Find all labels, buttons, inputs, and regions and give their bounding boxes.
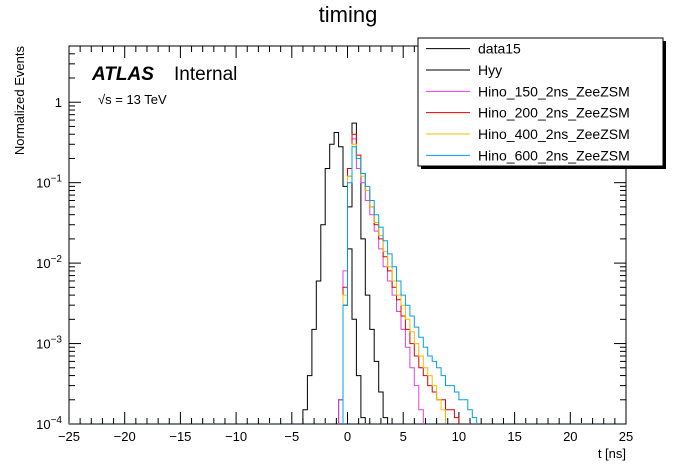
x-tick-label: 15 [507, 429, 521, 444]
atlas-label: ATLAS [91, 64, 154, 85]
x-tick-label: 25 [619, 429, 633, 444]
x-tick-label: −10 [225, 429, 247, 444]
y-tick-label: 1 [55, 95, 62, 110]
legend-label: data15 [478, 41, 521, 57]
x-tick-label: 10 [452, 429, 466, 444]
legend-box [417, 37, 664, 167]
legend-label: Hino_200_2ns_ZeeZSM [478, 105, 630, 121]
y-axis-label: Normalized Events [12, 46, 27, 156]
legend-label: Hino_400_2ns_ZeeZSM [478, 126, 630, 142]
legend-label: Hyy [478, 62, 502, 78]
x-tick-label: 20 [563, 429, 577, 444]
y-tick-label: 10−2 [36, 254, 62, 271]
chart-title: timing [319, 2, 378, 27]
series-data15 [302, 132, 366, 424]
energy-label: √s = 13 TeV [98, 92, 167, 107]
y-tick-label: 10−4 [36, 415, 62, 432]
legend-label: Hino_150_2ns_ZeeZSM [478, 83, 630, 99]
series-layer [69, 122, 626, 424]
x-axis-label: t [ns] [598, 446, 626, 461]
x-tick-label: −20 [114, 429, 136, 444]
legend: data15 Hyy Hino_150_2ns_ZeeZSM Hino_200_2ns… [417, 37, 666, 169]
atlas-status-label: Internal [174, 64, 237, 85]
y-axis: 10−4 10−3 10−2 10−1 1 [36, 45, 626, 432]
y-tick-label: 10−3 [36, 335, 62, 352]
x-tick-label: 0 [344, 429, 351, 444]
x-tick-label: −5 [284, 429, 299, 444]
y-tick-label: 10−1 [36, 174, 62, 191]
series-Hino_600_2ns_ZeeZSM [342, 146, 478, 424]
legend-label: Hino_600_2ns_ZeeZSM [478, 147, 630, 163]
x-tick-label: −15 [169, 429, 191, 444]
x-tick-label: −25 [58, 429, 80, 444]
x-tick-label: 5 [400, 429, 407, 444]
